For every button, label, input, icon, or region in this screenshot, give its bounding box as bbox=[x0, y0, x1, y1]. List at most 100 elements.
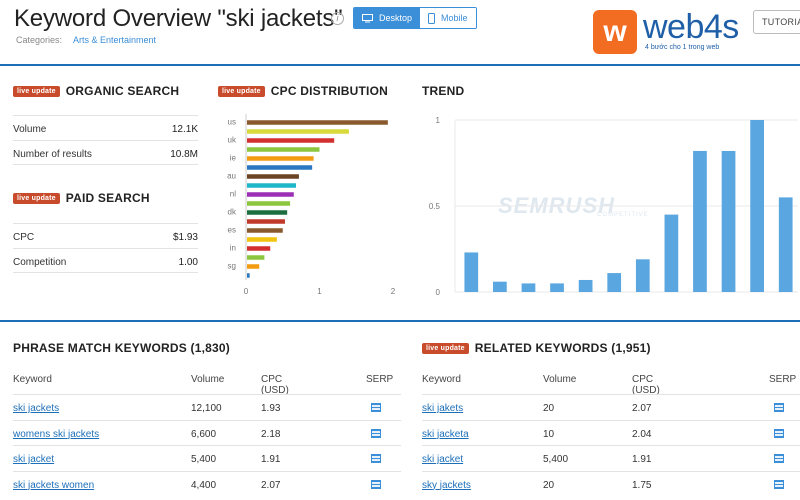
volume-cell: 5,400 bbox=[191, 454, 217, 465]
cpc-category-label: es bbox=[228, 225, 236, 234]
related-keywords-title: live update RELATED KEYWORDS (1,951) bbox=[422, 341, 651, 355]
keyword-link[interactable]: womens ski jackets bbox=[13, 428, 100, 440]
volume-cell: 4,400 bbox=[191, 479, 217, 491]
cpc-bar bbox=[247, 138, 335, 143]
cpc-cell: 2.18 bbox=[261, 428, 281, 440]
desktop-button[interactable]: Desktop bbox=[354, 8, 421, 28]
semrush-watermark-sub: COMPETITIVE bbox=[597, 212, 649, 218]
cpc-cell: 1.93 bbox=[261, 403, 281, 414]
logo-text: web4s bbox=[643, 8, 739, 46]
cpc-category-label: us bbox=[228, 117, 236, 126]
cpc-bar bbox=[247, 255, 265, 260]
serp-icon[interactable] bbox=[371, 479, 381, 489]
category-link[interactable]: Arts & Entertainment bbox=[73, 35, 157, 45]
cpc-bar bbox=[247, 174, 299, 179]
logo-tagline: 4 bước cho 1 trong web bbox=[645, 44, 720, 51]
trend-bar bbox=[464, 252, 479, 292]
trend-y-tick: 1 bbox=[436, 116, 441, 125]
keyword-link[interactable]: ski jackets women bbox=[13, 479, 95, 491]
mobile-button[interactable]: Mobile bbox=[420, 8, 476, 28]
keyword-link[interactable]: ski jackets bbox=[13, 403, 60, 414]
cpc-category-label: in bbox=[230, 243, 236, 252]
device-toggle: Desktop Mobile bbox=[353, 7, 477, 29]
column-header-serp[interactable]: SERP bbox=[366, 374, 394, 385]
trend-bar bbox=[607, 273, 622, 292]
trend-bar bbox=[521, 283, 536, 292]
trend-chart: 00.51 bbox=[429, 116, 798, 297]
live-update-badge: live update bbox=[13, 86, 60, 98]
cpc-bar bbox=[247, 165, 313, 170]
column-header-keyword[interactable]: Keyword bbox=[13, 374, 52, 385]
cpc-bar bbox=[247, 219, 285, 224]
cpc-cell: 2.04 bbox=[632, 428, 652, 440]
trend-y-tick: 0 bbox=[436, 288, 441, 297]
keyword-link[interactable]: ski jakets bbox=[422, 403, 464, 414]
trend-bar bbox=[550, 283, 564, 292]
metric-row-volume: Volume 12.1K bbox=[13, 115, 198, 140]
volume-cell: 10 bbox=[543, 428, 555, 440]
column-header-serp[interactable]: SERP bbox=[769, 374, 797, 385]
keyword-link[interactable]: sky jackets bbox=[422, 479, 471, 491]
cpc-cell: 1.75 bbox=[632, 479, 652, 491]
mobile-icon bbox=[428, 12, 436, 24]
trend-bar bbox=[635, 259, 650, 292]
metric-row-competition: Competition 1.00 bbox=[13, 248, 198, 273]
cpc-bar bbox=[247, 273, 250, 278]
trend-bar bbox=[778, 197, 793, 292]
serp-icon[interactable] bbox=[371, 428, 381, 438]
page-header: Keyword Overview "ski jackets" i Desktop… bbox=[0, 0, 800, 64]
trend-bar bbox=[493, 281, 507, 292]
cpc-bar bbox=[247, 201, 291, 206]
keyword-link[interactable]: ski jacket bbox=[13, 454, 55, 465]
cpc-bar bbox=[247, 147, 320, 152]
cpc-category-label: au bbox=[227, 171, 236, 180]
column-header-cpc[interactable]: CPC (USD) bbox=[632, 374, 660, 396]
column-header-volume[interactable]: Volume bbox=[191, 374, 225, 385]
serp-icon[interactable] bbox=[371, 454, 381, 463]
cpc-bar bbox=[247, 156, 314, 161]
cpc-category-label: sg bbox=[228, 261, 236, 270]
volume-cell: 5,400 bbox=[543, 454, 569, 465]
table-row: ski jacket 5,400 1.91 bbox=[422, 445, 800, 471]
live-update-badge: live update bbox=[13, 193, 60, 205]
cpc-bar bbox=[247, 246, 271, 251]
paid-search-title: live update PAID SEARCH bbox=[13, 191, 150, 205]
desktop-icon bbox=[362, 13, 373, 22]
divider-top bbox=[0, 64, 800, 66]
serp-icon[interactable] bbox=[774, 428, 784, 438]
live-update-badge: live update bbox=[422, 343, 469, 355]
table-row: womens ski jackets 6,600 2.18 bbox=[13, 419, 401, 446]
cpc-bar bbox=[247, 264, 260, 269]
serp-icon[interactable] bbox=[774, 479, 784, 489]
column-header-volume[interactable]: Volume bbox=[543, 374, 577, 385]
volume-cell: 20 bbox=[543, 479, 555, 491]
keyword-link[interactable]: ski jacketa bbox=[422, 428, 469, 440]
column-header-keyword[interactable]: Keyword bbox=[422, 374, 461, 385]
table-row: ski jacketa 10 2.04 bbox=[422, 419, 800, 446]
table-row: ski jackets women 4,400 2.07 bbox=[13, 470, 401, 497]
serp-icon[interactable] bbox=[774, 454, 784, 463]
column-header-cpc[interactable]: CPC (USD) bbox=[261, 374, 289, 396]
cpc-cell: 1.91 bbox=[632, 454, 652, 465]
volume-cell: 20 bbox=[543, 403, 555, 414]
cpc-x-tick: 2 bbox=[391, 287, 396, 296]
cpc-cell: 2.07 bbox=[261, 479, 281, 491]
categories-label: Categories: bbox=[16, 35, 63, 45]
table-row: ski jackets 12,100 1.93 bbox=[13, 394, 401, 420]
info-icon[interactable]: i bbox=[331, 12, 344, 25]
cpc-bar bbox=[247, 129, 349, 134]
trend-y-tick: 0.5 bbox=[429, 202, 441, 211]
keyword-link[interactable]: ski jacket bbox=[422, 454, 464, 465]
serp-icon[interactable] bbox=[774, 403, 784, 412]
cpc-bar bbox=[247, 237, 277, 242]
trend-bar bbox=[721, 150, 736, 292]
tutorial-button[interactable]: TUTORIAL bbox=[753, 10, 800, 34]
trend-bar bbox=[578, 279, 593, 292]
trend-title: TREND bbox=[422, 84, 465, 98]
logo-badge: w bbox=[593, 10, 637, 54]
cpc-category-label: ie bbox=[230, 153, 237, 162]
organic-search-title: live update ORGANIC SEARCH bbox=[13, 84, 179, 98]
serp-icon[interactable] bbox=[371, 403, 381, 412]
cpc-cell: 1.91 bbox=[261, 454, 281, 465]
volume-cell: 12,100 bbox=[191, 403, 222, 414]
